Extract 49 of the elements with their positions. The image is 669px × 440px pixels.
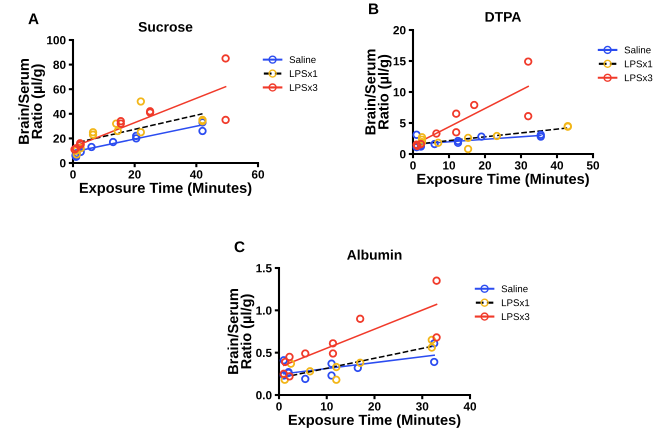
x-tick-label: 0: [276, 402, 282, 411]
legend-label: Saline: [290, 56, 316, 64]
text: B: [369, 4, 378, 14]
chart-title: DTPA: [486, 12, 522, 22]
legend-label: LPSx1: [502, 299, 530, 306]
legend-label: LPSx1: [290, 70, 318, 78]
x-tick-label: 10: [443, 161, 456, 170]
y-tick-label: 10: [394, 88, 406, 96]
x-tick-label: 40: [464, 402, 476, 411]
x-tick-label: 20: [478, 161, 492, 170]
x-axis-title: Exposure Time (Minutes): [288, 414, 460, 428]
y-axis-title: Brain/Serum Ratio (µl/g): [364, 50, 392, 134]
y-tick-label: 15: [394, 57, 406, 66]
legend-label: LPSx3: [290, 84, 318, 91]
x-tick-label: 30: [514, 161, 528, 170]
y-tick-label: 1.0: [256, 306, 272, 315]
x-tick-label: 30: [416, 402, 428, 411]
x-tick-label: 50: [586, 161, 600, 170]
y-tick-label: 20: [53, 134, 66, 143]
x-tick-label: 20: [128, 170, 141, 179]
y-tick-label: 1.5: [256, 264, 272, 272]
text: C: [234, 241, 245, 252]
x-tick-label: 10: [320, 402, 333, 411]
text: A: [28, 14, 39, 24]
y-tick-label: 80: [53, 60, 66, 69]
x-axis-title: Exposure Time (Minutes): [417, 173, 589, 187]
legend-label: LPSx1: [624, 60, 652, 68]
y-tick-label: 0: [400, 150, 406, 158]
legend-label: LPSx3: [502, 313, 530, 320]
y-tick-label: 100: [47, 36, 66, 44]
chart-title: Sucrose: [138, 22, 192, 32]
x-axis-title: Exposure Time (Minutes): [80, 182, 252, 196]
y-tick-label: 40: [53, 110, 66, 118]
x-tick-label: 20: [368, 402, 381, 411]
chart-title: Albumin: [347, 250, 402, 260]
x-tick-label: 0: [70, 170, 76, 179]
legend-label: LPSx3: [624, 74, 652, 82]
y-tick-label: 0.5: [256, 348, 272, 358]
y-tick-label: 20: [393, 26, 406, 34]
x-tick-label: 40: [550, 161, 564, 170]
legend-label: Saline: [624, 46, 651, 54]
y-tick-label: 60: [53, 85, 66, 94]
y-tick-label: 5: [400, 119, 406, 128]
y-axis-title: Brain/Serum Ratio (µl/g): [228, 289, 254, 374]
legend-label: Saline: [502, 285, 528, 292]
x-tick-label: 0: [410, 161, 416, 170]
y-axis-title: Brain/Serum Ratio (µl/g): [18, 59, 45, 144]
y-tick-label: 0.0: [256, 391, 272, 400]
x-tick-label: 40: [190, 170, 202, 179]
